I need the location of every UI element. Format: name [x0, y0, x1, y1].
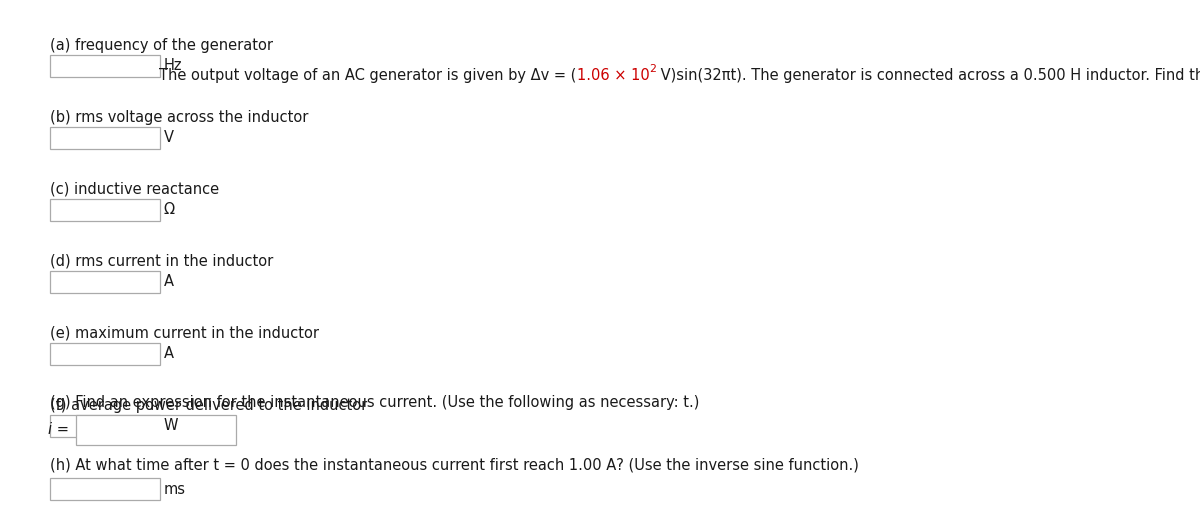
Text: (a) frequency of the generator: (a) frequency of the generator [50, 38, 274, 53]
Text: ms: ms [164, 482, 186, 497]
Text: The output voltage of an AC generator is given by Δv = (: The output voltage of an AC generator is… [160, 68, 577, 83]
Text: (h) At what time after t = 0 does the instantaneous current first reach 1.00 A? : (h) At what time after t = 0 does the in… [50, 458, 859, 473]
Bar [50, 415, 160, 437]
Text: 1.06 × 10: 1.06 × 10 [577, 68, 649, 83]
Text: Ω: Ω [164, 203, 175, 218]
Text: V)sin(32πt). The generator is connected across a 0.500 H inductor. Find the foll: V)sin(32πt). The generator is connected … [656, 68, 1200, 83]
Text: (b) rms voltage across the inductor: (b) rms voltage across the inductor [50, 110, 308, 125]
Text: (f) average power delivered to the inductor: (f) average power delivered to the induc… [50, 398, 367, 413]
Text: A: A [164, 274, 174, 289]
Bar [76, 415, 236, 445]
Bar [50, 343, 160, 365]
Text: (e) maximum current in the inductor: (e) maximum current in the inductor [50, 326, 319, 341]
Text: W: W [164, 419, 179, 433]
Text: V: V [164, 130, 174, 146]
Text: (d) rms current in the inductor: (d) rms current in the inductor [50, 254, 274, 269]
Text: (g) Find an expression for the instantaneous current. (Use the following as nece: (g) Find an expression for the instantan… [50, 395, 700, 410]
Text: i =: i = [48, 423, 70, 438]
Text: Hz: Hz [164, 58, 182, 73]
Bar [50, 199, 160, 221]
Text: A: A [164, 346, 174, 362]
Text: (c) inductive reactance: (c) inductive reactance [50, 182, 220, 197]
Bar [50, 127, 160, 149]
Bar [50, 478, 160, 500]
Text: 2: 2 [649, 64, 656, 74]
Bar [50, 55, 160, 77]
Bar [50, 271, 160, 293]
